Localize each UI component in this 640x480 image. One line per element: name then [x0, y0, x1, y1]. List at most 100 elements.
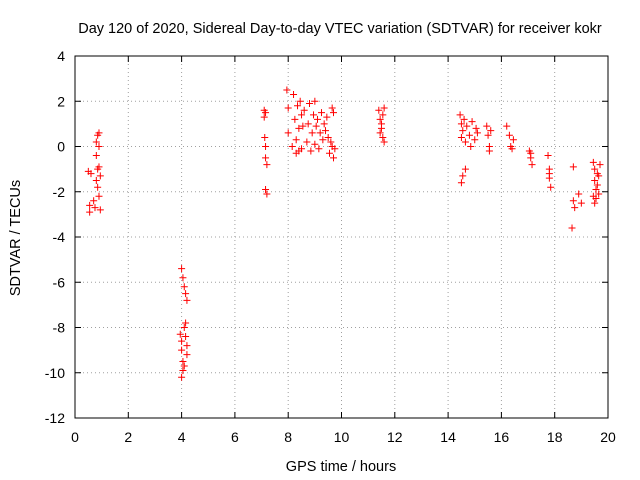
grid — [75, 56, 608, 418]
data-point — [182, 333, 190, 341]
x-tick-label: 18 — [547, 429, 563, 445]
data-point — [90, 197, 98, 205]
data-point — [180, 362, 188, 370]
data-point — [377, 120, 385, 128]
data-point — [545, 170, 553, 178]
data-point — [330, 154, 338, 162]
data-point — [94, 183, 102, 191]
data-point — [311, 97, 319, 105]
data-point — [179, 366, 187, 374]
data-point — [315, 145, 323, 153]
y-tick-label: 0 — [57, 139, 65, 155]
data-point — [298, 111, 306, 119]
data-point — [328, 143, 336, 150]
data-point — [484, 131, 492, 139]
data-point — [509, 136, 517, 144]
data-point — [179, 357, 187, 365]
data-point — [508, 145, 516, 153]
data-point — [180, 283, 188, 291]
data-point — [299, 122, 307, 130]
data-point — [180, 324, 188, 331]
data-point — [312, 122, 320, 130]
data-point — [92, 152, 100, 160]
data-point — [323, 113, 331, 121]
data-point — [182, 290, 190, 298]
x-tick-label: 6 — [231, 429, 239, 445]
x-axis-label: GPS time / hours — [286, 459, 396, 475]
y-tick-label: -4 — [53, 229, 66, 245]
data-point — [380, 104, 388, 112]
data-point — [306, 100, 314, 108]
y-axis-label: SDTVAR / TECUs — [8, 180, 24, 296]
data-point — [262, 154, 270, 162]
data-point — [311, 140, 319, 148]
data-point — [463, 122, 471, 130]
data-point — [324, 133, 332, 141]
data-point — [92, 138, 100, 146]
data-point — [318, 109, 326, 117]
data-point — [591, 165, 599, 173]
data-point — [326, 149, 334, 157]
data-point — [95, 163, 103, 171]
data-point — [467, 143, 475, 150]
data-point — [471, 136, 479, 144]
x-tick-label: 14 — [440, 429, 456, 445]
data-point — [569, 163, 577, 171]
data-point — [591, 176, 599, 184]
data-point — [316, 129, 324, 137]
data-point — [596, 161, 604, 169]
data-point — [459, 172, 467, 180]
data-point — [547, 183, 555, 191]
x-tick-label: 2 — [124, 429, 132, 445]
data-point — [527, 149, 535, 157]
data-point — [465, 131, 473, 139]
data-point — [503, 122, 511, 130]
x-tick-label: 0 — [71, 429, 79, 445]
data-point — [262, 109, 270, 117]
data-point — [303, 138, 311, 146]
data-point — [592, 185, 600, 193]
data-point — [96, 206, 104, 214]
data-point — [178, 373, 186, 381]
data-point — [591, 199, 599, 207]
x-tick-label: 8 — [284, 429, 292, 445]
data-point — [261, 133, 269, 141]
data-point — [461, 138, 469, 146]
data-point — [290, 90, 298, 98]
data-points — [84, 86, 604, 381]
data-point — [310, 111, 318, 119]
data-point — [92, 176, 100, 184]
x-tick-label: 12 — [387, 429, 403, 445]
data-point — [295, 124, 303, 132]
data-point — [595, 172, 603, 180]
data-point — [283, 86, 291, 94]
data-point — [376, 129, 384, 137]
data-point — [461, 165, 469, 173]
data-point — [593, 181, 601, 189]
data-point — [568, 224, 576, 232]
x-tick-label: 10 — [334, 429, 350, 445]
data-point — [569, 197, 577, 205]
data-point — [284, 104, 292, 112]
data-point — [295, 147, 303, 155]
data-point — [87, 170, 95, 178]
data-point — [379, 133, 387, 141]
data-point — [328, 104, 336, 112]
data-point — [483, 122, 491, 130]
data-point — [178, 265, 186, 273]
data-point — [300, 106, 308, 114]
data-point — [86, 208, 94, 216]
data-point — [314, 115, 322, 123]
data-point — [263, 161, 271, 169]
data-point — [288, 143, 296, 150]
data-point — [284, 129, 292, 137]
data-point — [544, 152, 552, 160]
data-point — [457, 120, 465, 128]
y-tick-label: -10 — [45, 365, 65, 381]
data-point — [379, 111, 387, 119]
data-point — [95, 129, 103, 137]
data-point — [375, 106, 383, 114]
y-tick-label: -12 — [45, 410, 65, 426]
data-point — [595, 190, 603, 198]
data-point — [457, 179, 465, 187]
